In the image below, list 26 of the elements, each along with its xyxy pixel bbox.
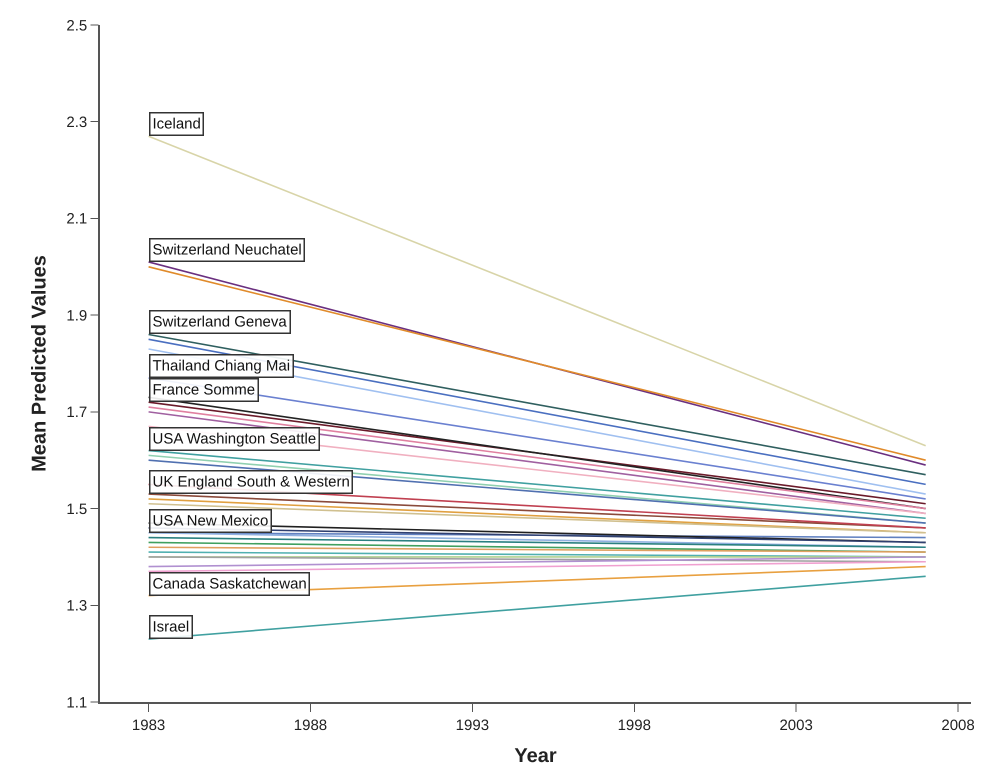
x-tick-label: 1988 xyxy=(294,716,328,734)
y-tick-label: 1.1 xyxy=(66,694,88,712)
series-label: Israel xyxy=(152,618,190,636)
y-tick-label: 2.3 xyxy=(66,114,88,131)
y-tick-label: 1.7 xyxy=(66,404,88,422)
series-label: USA Washington Seattle xyxy=(152,430,316,448)
series-label: UK England South & Western xyxy=(152,474,350,490)
series-label: Switzerland Geneva xyxy=(152,314,288,330)
x-axis-title: Year xyxy=(514,744,557,767)
y-tick-label: 2.5 xyxy=(66,17,88,34)
x-tick-label: 1993 xyxy=(456,716,490,734)
series-label: Thailand Chiang Mai xyxy=(152,358,290,374)
y-axis-title: Mean Predicted Values xyxy=(28,255,50,472)
y-tick-label: 1.3 xyxy=(66,598,88,615)
x-tick-label: 2003 xyxy=(779,716,813,734)
series-label: Iceland xyxy=(152,116,201,132)
series-label: Switzerland Neuchatel xyxy=(152,242,302,258)
series-label: France Somme xyxy=(152,382,256,398)
series-label: Canada Saskatchewan xyxy=(152,576,307,592)
x-tick-label: 1983 xyxy=(132,716,166,734)
series-label: USA New Mexico xyxy=(152,512,268,530)
y-tick-label: 1.5 xyxy=(66,500,88,518)
y-tick-label: 1.9 xyxy=(66,307,88,324)
y-tick-label: 2.1 xyxy=(66,210,88,228)
x-tick-label: 2008 xyxy=(941,716,975,734)
x-tick-label: 1998 xyxy=(618,716,651,734)
